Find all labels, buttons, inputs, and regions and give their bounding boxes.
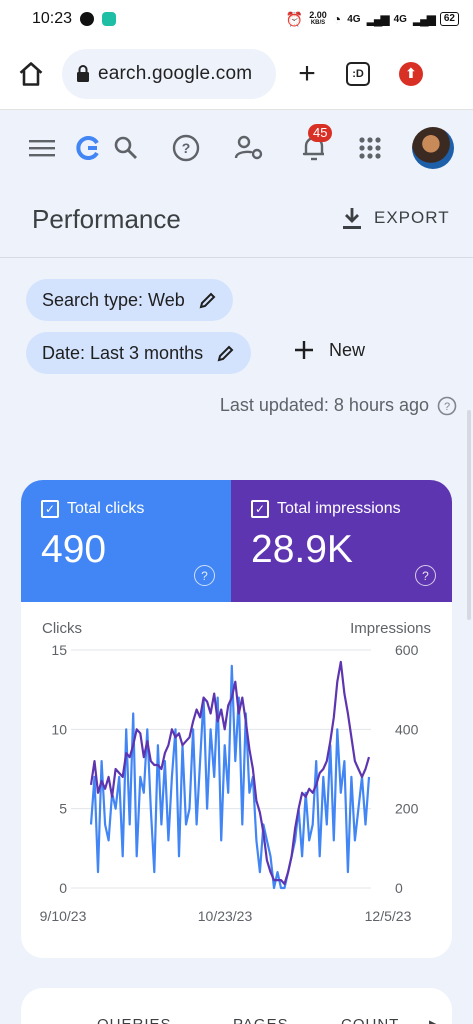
total-impressions-value: 28.9K [251, 528, 353, 571]
new-filter-button[interactable]: New [293, 339, 365, 361]
left-axis-title: Clicks [42, 620, 82, 637]
dimension-tabs: QUERIES PAGES COUNT ▶ [21, 988, 452, 1024]
edit-icon [217, 345, 234, 362]
performance-chart: Clicks Impressions 15 600 10 400 5 200 0 0 9/10/23… [40, 620, 431, 924]
y-right-tick-label: 0 [395, 880, 403, 896]
plus-icon [295, 341, 313, 359]
help-icon[interactable]: ? [437, 396, 457, 416]
url-text: earch.google.com [98, 62, 253, 84]
series-line-clicks [89, 664, 371, 890]
help-icon[interactable]: ? [415, 565, 436, 586]
wifi-icon: ◔ [332, 11, 342, 27]
total-impressions-tile[interactable]: ✓ Total impressions 28.9K ? [231, 480, 452, 602]
x-tick-label: 10/23/23 [198, 908, 253, 924]
series-line-impressions [89, 660, 371, 886]
update-button[interactable]: ⬆ [399, 61, 423, 86]
network-speed: 2.00 KB/S [309, 11, 327, 27]
checkbox-checked-icon[interactable]: ✓ [41, 500, 59, 518]
arrow-up-icon: ⬆ [405, 65, 417, 81]
signal-1-label: 4G [347, 13, 361, 25]
address-bar[interactable]: earch.google.com [62, 48, 276, 99]
account-avatar[interactable] [412, 127, 454, 169]
speed-unit: KB/S [310, 20, 326, 26]
total-clicks-tile[interactable]: ✓ Total clicks 490 ? [21, 480, 231, 602]
right-axis-title: Impressions [350, 620, 431, 637]
svg-text:?: ? [444, 401, 450, 413]
help-icon[interactable]: ? [194, 565, 215, 586]
signal-1-icon: ▂▄▆ [366, 12, 390, 26]
browser-toolbar: earch.google.com + :D ⬆ [0, 38, 473, 110]
battery-indicator: 62 [439, 12, 459, 26]
export-label: EXPORT [374, 208, 450, 227]
status-time: 10:23 [32, 10, 73, 27]
search-icon [114, 136, 137, 159]
notifications-button[interactable]: 45 [298, 124, 333, 164]
y-right-tick-label: 600 [395, 642, 419, 658]
tab-queries[interactable]: QUERIES [97, 1016, 172, 1024]
new-filter-label: New [329, 339, 366, 360]
search-type-label: Search type: Web [42, 289, 185, 310]
status-bar: 10:23 ⏰ 2.00 KB/S ◔ 4G ▂▄▆ 4G ▂▄▆ 62 [0, 0, 473, 38]
user-settings-button[interactable] [233, 132, 265, 164]
help-button[interactable]: ? [170, 132, 202, 164]
apps-grid-icon [359, 137, 381, 159]
last-updated-text: Last updated: 8 hours ago [219, 395, 429, 415]
notifications-badge: 45 [308, 124, 333, 142]
new-tab-button[interactable]: + [276, 57, 338, 91]
search-console-logo [72, 132, 104, 164]
checkbox-checked-icon[interactable]: ✓ [251, 500, 269, 518]
last-updated: Last updated: 8 hours ago ? [220, 395, 457, 416]
search-type-filter-chip[interactable]: Search type: Web [26, 279, 233, 321]
tab-pages[interactable]: PAGES [233, 1016, 289, 1024]
plus-icon: + [298, 56, 316, 90]
date-filter-label: Date: Last 3 months [42, 342, 204, 363]
search-console-toolbar: ? 45 [0, 112, 473, 184]
x-tick-label: 12/5/23 [365, 908, 412, 924]
hamburger-icon [29, 140, 55, 157]
menu-button[interactable] [26, 132, 58, 164]
help-icon: ? [172, 134, 200, 162]
google-logo-icon [76, 136, 99, 160]
alarm-icon: ⏰ [285, 10, 304, 27]
svg-text:?: ? [182, 140, 191, 156]
download-icon [343, 208, 361, 229]
y-left-tick-label: 10 [51, 721, 67, 737]
y-right-tick-label: 200 [395, 801, 419, 817]
lock-icon [77, 64, 89, 82]
home-button[interactable] [0, 38, 62, 110]
tab-switcher-button[interactable]: :D [346, 61, 370, 86]
x-tick-label: 9/10/23 [40, 908, 87, 924]
edit-icon [199, 292, 216, 309]
export-button[interactable]: EXPORT [342, 206, 450, 230]
y-left-tick-label: 5 [59, 801, 67, 817]
messenger-icon [80, 12, 95, 26]
speed-value: 2.00 [309, 10, 327, 20]
chat-app-icon [102, 12, 117, 26]
search-button[interactable] [110, 132, 142, 164]
total-clicks-label: Total clicks [67, 500, 145, 517]
performance-card: ✓ Total clicks 490 ? ✓ Total impressions… [21, 480, 452, 958]
chevron-right-icon[interactable]: ▶ [429, 1016, 442, 1024]
total-impressions-label: Total impressions [277, 500, 401, 517]
apps-button[interactable] [354, 132, 386, 164]
total-clicks-value: 490 [41, 528, 107, 571]
y-left-tick-label: 0 [59, 880, 67, 896]
page-scrollbar[interactable] [467, 410, 471, 620]
tab-countries[interactable]: COUNT [341, 1016, 399, 1024]
manage-accounts-icon [234, 135, 263, 160]
y-left-tick-label: 15 [51, 642, 67, 658]
date-filter-chip[interactable]: Date: Last 3 months [26, 332, 252, 374]
home-icon [19, 61, 43, 86]
y-right-tick-label: 400 [395, 721, 419, 737]
page-title: Performance [32, 204, 181, 234]
signal-2-label: 4G [393, 13, 407, 25]
signal-2-icon: ▂▄▆ [412, 12, 436, 26]
performance-header: Performance EXPORT [0, 184, 473, 258]
